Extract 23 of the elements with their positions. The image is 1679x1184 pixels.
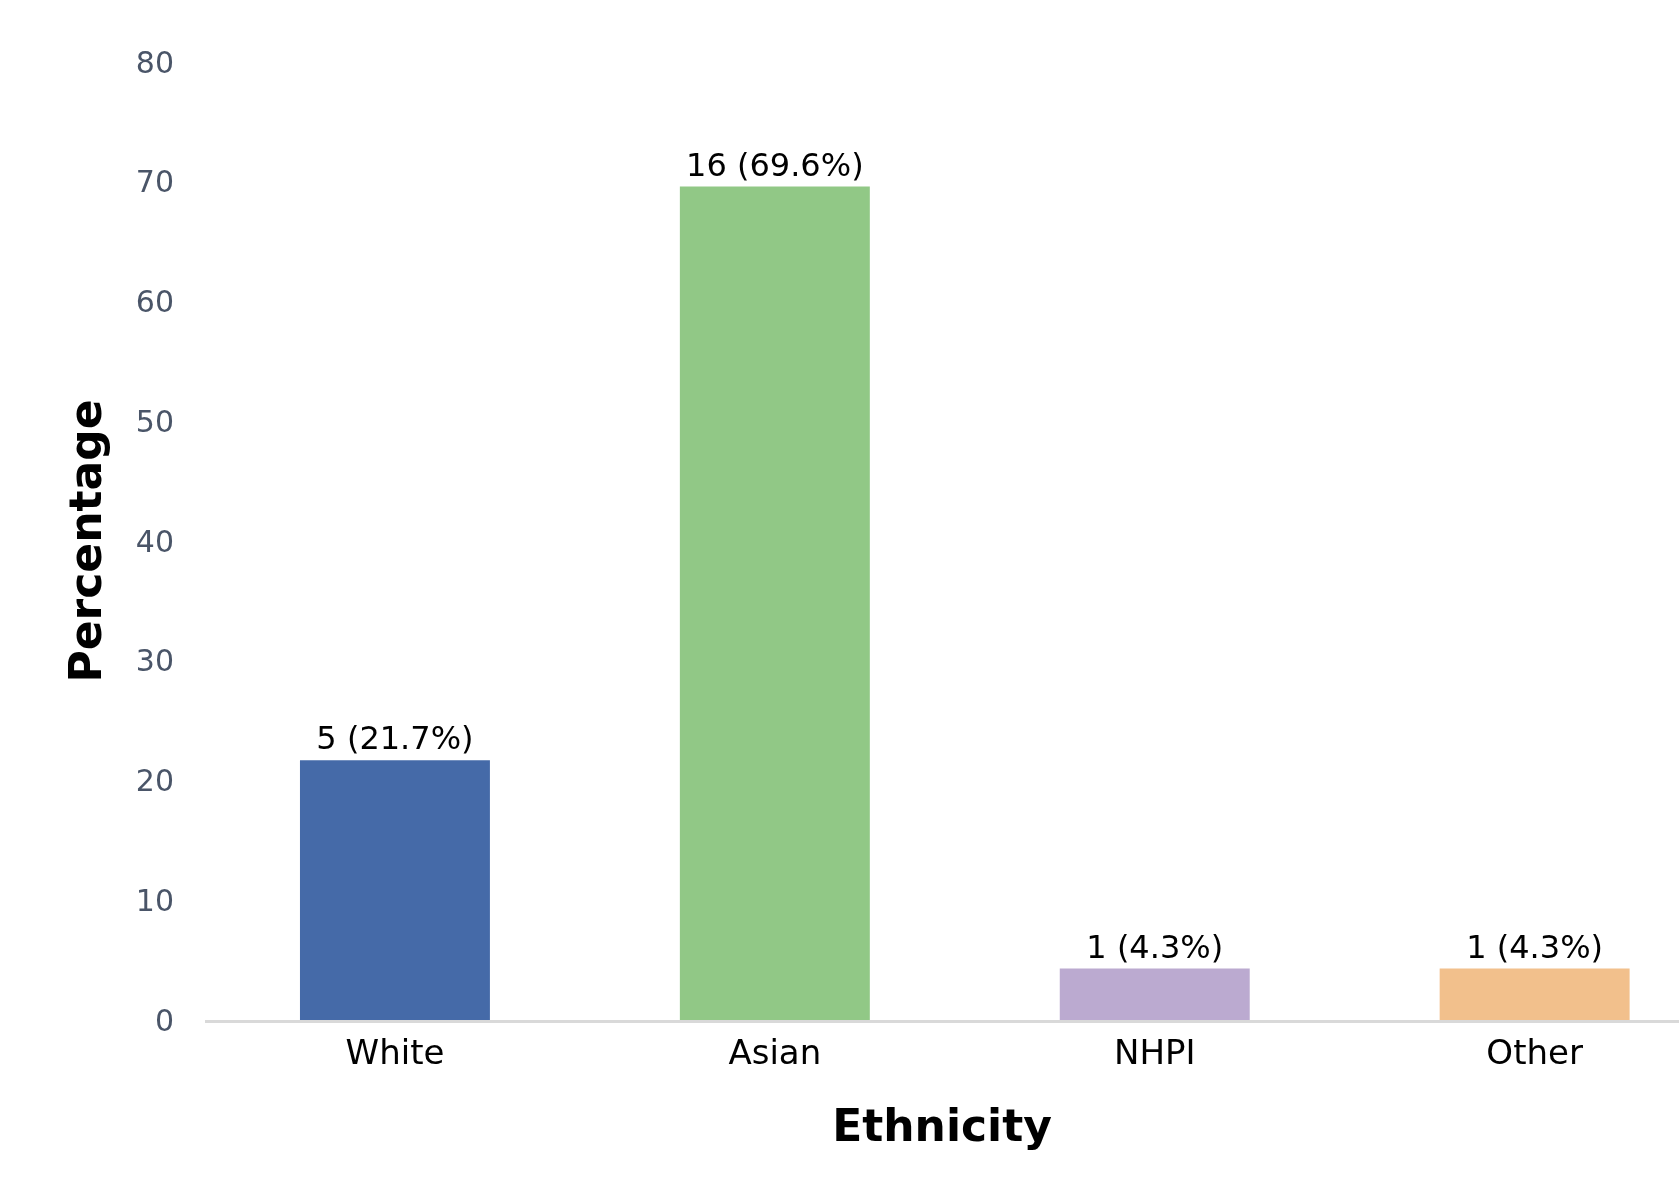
x-tick-label: NHPI [1113,1031,1196,1072]
x-tick-label: Asian [728,1031,822,1072]
data-label: 5 (21.7%) [316,719,474,758]
bar [679,186,870,1020]
y-tick-label: 10 [135,882,174,918]
bar [1439,968,1630,1020]
y-tick-label: 20 [135,763,174,798]
y-tick-label: 70 [135,164,174,200]
bar [299,760,490,1020]
x-tick-label: Other [1486,1031,1583,1072]
y-axis-title: Percentage [59,399,111,683]
data-label: 16 (69.6%) [686,145,864,184]
bar [1059,968,1250,1020]
y-tick-label: 50 [135,403,174,439]
y-tick-label: 80 [135,44,174,80]
y-tick-label: 60 [135,284,174,319]
y-tick-label: 30 [135,643,174,679]
y-tick-label: 0 [154,1002,174,1038]
y-tick-label: 40 [135,523,174,559]
data-label: 1 (4.3%) [1086,927,1224,966]
data-label: 1 (4.3%) [1466,927,1604,966]
x-axis-title: Ethnicity [832,1100,1052,1152]
x-tick-label: White [345,1031,445,1072]
